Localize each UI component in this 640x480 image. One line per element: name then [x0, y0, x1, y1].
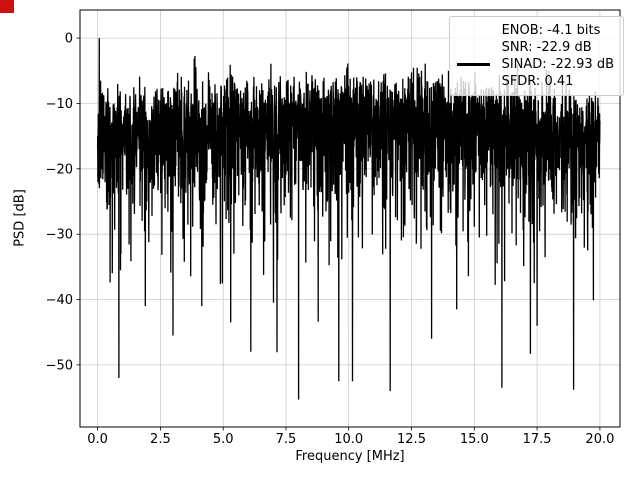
y-tick-label: −10	[46, 97, 73, 112]
legend-entry-enob: ENOB: -4.1 bits	[457, 22, 614, 39]
legend-label-enob: ENOB: -4.1 bits	[501, 23, 601, 38]
legend-label-sfdr: SFDR: 0.41	[501, 74, 574, 89]
x-tick-label: 10.0	[334, 432, 363, 447]
legend-entry-sfdr: SFDR: 0.41	[457, 73, 614, 90]
legend-handle-blank	[457, 41, 497, 54]
x-tick-label: 2.5	[150, 432, 171, 447]
legend-label-snr: SNR: -22.9 dB	[501, 40, 592, 55]
y-axis-label: PSD [dB]	[12, 189, 28, 247]
legend-entry-sinad: SINAD: -22.93 dB	[457, 56, 614, 73]
x-tick-label: 5.0	[213, 432, 234, 447]
legend-handle-blank	[457, 24, 497, 37]
y-tick-label: −50	[46, 358, 73, 373]
legend-label-sinad: SINAD: -22.93 dB	[501, 57, 614, 72]
x-axis-label: Frequency [MHz]	[295, 449, 405, 464]
x-tick-label: 20.0	[585, 432, 614, 447]
y-tick-label: −20	[46, 162, 73, 177]
x-tick-label: 15.0	[460, 432, 489, 447]
x-tick-label: 12.5	[397, 432, 426, 447]
legend-handle-blank	[457, 75, 497, 88]
x-tick-label: 17.5	[523, 432, 552, 447]
screen-corner-marker	[0, 0, 14, 13]
y-tick-label: −40	[46, 293, 73, 308]
x-tick-label: 0.0	[87, 432, 108, 447]
y-tick-label: 0	[65, 32, 73, 47]
x-tick-label: 7.5	[276, 432, 297, 447]
axes-spines	[79, 9, 621, 428]
psd-trace	[96, 38, 601, 400]
y-tick-label: −30	[46, 228, 73, 243]
legend: ENOB: -4.1 bits SNR: -22.9 dB SINAD: -22…	[448, 16, 624, 96]
legend-entry-snr: SNR: -22.9 dB	[457, 39, 614, 56]
legend-line-handle-icon	[457, 58, 497, 71]
